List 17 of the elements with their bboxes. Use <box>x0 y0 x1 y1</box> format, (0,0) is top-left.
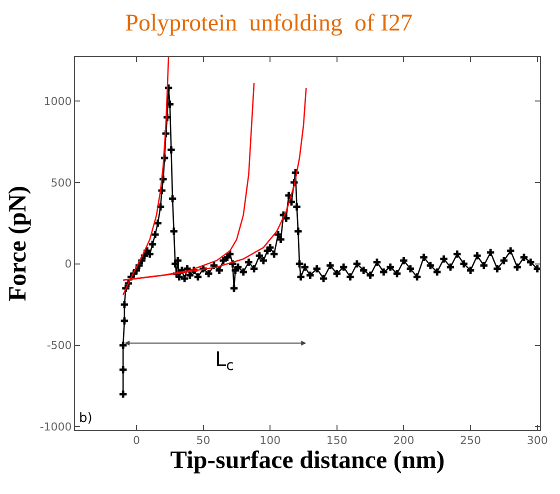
x-axis-title: Tip-surface distance (nm) <box>170 447 445 474</box>
y-tick-label: 0 <box>64 258 72 271</box>
y-tick-label: -500 <box>46 339 72 352</box>
x-tick-label: 300 <box>526 434 548 448</box>
x-tick-label: 250 <box>460 434 482 448</box>
x-tick-label: 50 <box>196 434 210 448</box>
chart-title: Polyprotein unfolding of I27 <box>125 10 412 37</box>
y-axis-title: Force (pN) <box>4 186 32 302</box>
annotation: L$_{c}$ <box>215 347 234 374</box>
x-tick-label: 200 <box>393 434 414 448</box>
y-tick-label: -1000 <box>40 420 72 434</box>
y-tick-label: 500 <box>50 176 72 190</box>
x-tick-label: 150 <box>326 434 348 448</box>
x-tick-label: 0 <box>132 434 140 448</box>
annotation: b) <box>79 411 92 426</box>
y-tick-label: 1000 <box>44 94 72 108</box>
x-tick-label: 100 <box>260 434 281 448</box>
